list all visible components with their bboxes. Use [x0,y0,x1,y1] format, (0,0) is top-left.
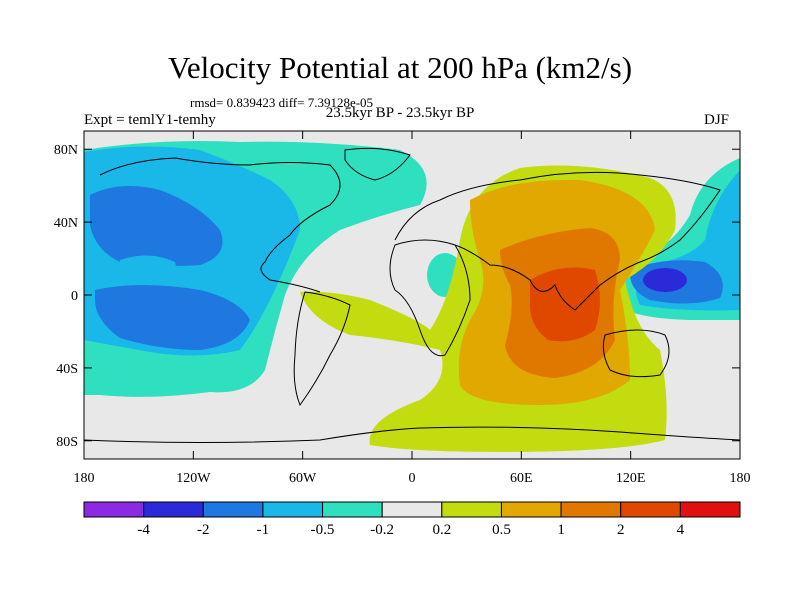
period-label: 23.5kyr BP - 23.5kyr BP [325,105,475,121]
colorbar-swatch [500,501,562,518]
colorbar-level-label: 2 [617,522,625,538]
lon-tick-label: 180 [730,471,751,486]
colorbar-swatch [83,501,145,518]
colorbar-swatch [381,501,443,518]
colorbar-swatch [441,501,502,518]
lat-tick-label: 80N [54,143,78,158]
lon-tick-label: 0 [409,471,416,486]
colorbar-level-label: 0.2 [432,522,451,538]
latitude-ticks: 80N 40N 0 40S 80S [54,143,740,450]
colorbar-level-label: 0.5 [492,522,511,538]
stats-subtitle: rmsd= 0.839423 diff= 7.39128e-05 [190,95,374,110]
lon-tick-label: 120E [616,471,646,486]
colorbar-level-label: -0.2 [370,522,394,538]
coastlines [84,147,740,443]
lon-tick-label: 60E [510,471,533,486]
colorbar-level-label: 1 [557,522,565,538]
lon-tick-label: 180 [74,471,95,486]
experiment-label: Expt = temlY1-temhy [84,112,216,128]
colorbar-swatch [679,501,741,518]
colorbar-swatch [143,501,204,518]
colorbar-level-label: 4 [677,522,685,538]
colorbar: -4 -2 -1 -0.5 -0.2 0.2 0.5 1 2 4 [83,501,741,538]
lon-tick-label: 60W [289,471,317,486]
colorbar-swatch [262,501,324,518]
lat-tick-label: 80S [56,435,78,450]
contour-field [84,131,740,459]
longitude-ticks: 180 120W 60W 0 60E 120E 180 [74,131,751,486]
wpac-negative-core [643,268,687,292]
map-title: Velocity Potential at 200 hPa (km2/s) [167,50,633,85]
colorbar-swatch [202,501,264,518]
positive-region-core [529,267,600,342]
season-label: DJF [704,112,730,128]
lat-tick-label: 40N [54,216,78,231]
negative-region-pocket [118,255,176,282]
colorbar-swatch [560,501,622,518]
colorbar-swatch [322,501,383,518]
colorbar-level-label: -1 [257,522,270,538]
colorbar-swatch [620,501,681,518]
colorbar-level-label: -4 [137,522,150,538]
lon-tick-label: 120W [176,471,211,486]
lat-tick-label: 0 [71,289,78,304]
colorbar-level-label: -0.5 [311,522,335,538]
negative-region-strong [90,186,250,350]
colorbar-level-label: -2 [197,522,210,538]
lat-tick-label: 40S [56,362,78,377]
